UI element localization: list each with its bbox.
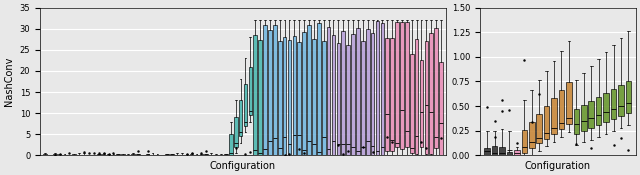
- PathPatch shape: [205, 154, 208, 155]
- PathPatch shape: [381, 23, 384, 155]
- PathPatch shape: [234, 117, 237, 147]
- PathPatch shape: [420, 60, 423, 147]
- PathPatch shape: [58, 154, 61, 155]
- PathPatch shape: [492, 146, 497, 155]
- PathPatch shape: [371, 33, 374, 155]
- PathPatch shape: [346, 46, 350, 155]
- PathPatch shape: [484, 148, 490, 155]
- PathPatch shape: [396, 22, 399, 147]
- PathPatch shape: [307, 25, 311, 155]
- PathPatch shape: [283, 37, 287, 155]
- PathPatch shape: [429, 33, 433, 154]
- PathPatch shape: [122, 154, 125, 155]
- PathPatch shape: [102, 154, 106, 155]
- PathPatch shape: [618, 85, 624, 116]
- PathPatch shape: [322, 41, 326, 155]
- PathPatch shape: [400, 22, 404, 149]
- PathPatch shape: [415, 39, 419, 154]
- PathPatch shape: [43, 154, 47, 155]
- PathPatch shape: [244, 84, 247, 126]
- PathPatch shape: [229, 134, 232, 155]
- PathPatch shape: [435, 28, 438, 148]
- X-axis label: Configuration: Configuration: [210, 161, 276, 171]
- PathPatch shape: [626, 82, 631, 113]
- PathPatch shape: [292, 36, 296, 155]
- PathPatch shape: [312, 39, 316, 155]
- PathPatch shape: [405, 22, 409, 147]
- PathPatch shape: [302, 32, 306, 155]
- PathPatch shape: [146, 154, 150, 155]
- PathPatch shape: [499, 147, 505, 155]
- PathPatch shape: [107, 154, 110, 155]
- PathPatch shape: [287, 40, 291, 155]
- PathPatch shape: [596, 97, 602, 125]
- PathPatch shape: [514, 150, 520, 155]
- PathPatch shape: [351, 34, 355, 155]
- PathPatch shape: [72, 154, 76, 155]
- PathPatch shape: [337, 44, 340, 155]
- PathPatch shape: [53, 154, 56, 155]
- PathPatch shape: [136, 154, 140, 155]
- X-axis label: Configuration: Configuration: [525, 161, 591, 171]
- PathPatch shape: [239, 100, 243, 136]
- PathPatch shape: [97, 154, 100, 155]
- PathPatch shape: [259, 40, 262, 155]
- PathPatch shape: [116, 154, 120, 155]
- PathPatch shape: [298, 42, 301, 155]
- PathPatch shape: [424, 41, 428, 154]
- PathPatch shape: [361, 41, 365, 155]
- PathPatch shape: [341, 31, 345, 155]
- PathPatch shape: [248, 67, 252, 115]
- PathPatch shape: [507, 152, 512, 155]
- PathPatch shape: [170, 154, 174, 155]
- PathPatch shape: [165, 154, 169, 155]
- PathPatch shape: [327, 27, 330, 155]
- PathPatch shape: [566, 82, 572, 124]
- PathPatch shape: [604, 93, 609, 122]
- PathPatch shape: [559, 90, 564, 129]
- PathPatch shape: [390, 38, 394, 151]
- PathPatch shape: [581, 105, 587, 131]
- PathPatch shape: [332, 35, 335, 155]
- PathPatch shape: [439, 62, 443, 155]
- PathPatch shape: [529, 122, 534, 148]
- PathPatch shape: [366, 29, 369, 155]
- PathPatch shape: [317, 23, 321, 155]
- PathPatch shape: [224, 154, 228, 155]
- PathPatch shape: [536, 114, 542, 144]
- PathPatch shape: [268, 30, 272, 155]
- PathPatch shape: [278, 41, 282, 155]
- PathPatch shape: [611, 89, 616, 119]
- Y-axis label: NashConv: NashConv: [4, 57, 14, 106]
- PathPatch shape: [253, 35, 257, 155]
- PathPatch shape: [588, 101, 594, 128]
- PathPatch shape: [544, 106, 549, 139]
- PathPatch shape: [376, 21, 380, 155]
- PathPatch shape: [573, 109, 579, 134]
- PathPatch shape: [385, 38, 389, 151]
- PathPatch shape: [356, 28, 360, 155]
- PathPatch shape: [522, 130, 527, 153]
- PathPatch shape: [273, 25, 276, 155]
- PathPatch shape: [410, 54, 413, 153]
- PathPatch shape: [263, 25, 267, 155]
- PathPatch shape: [131, 154, 135, 155]
- PathPatch shape: [200, 154, 204, 155]
- PathPatch shape: [551, 98, 557, 134]
